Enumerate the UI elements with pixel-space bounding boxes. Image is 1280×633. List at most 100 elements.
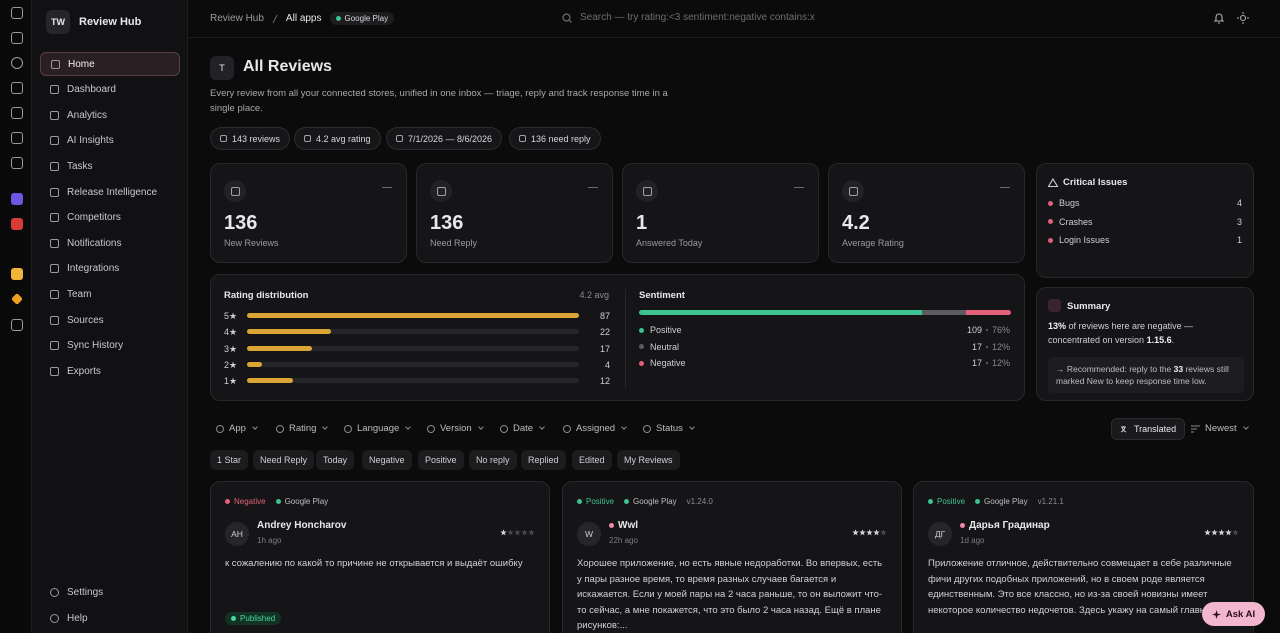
issue-row[interactable]: Login Issues 1 bbox=[1048, 235, 1242, 245]
app-icon[interactable] bbox=[11, 193, 23, 205]
nav-item[interactable]: Integrations bbox=[40, 257, 180, 281]
issue-left: Bugs bbox=[1048, 198, 1080, 208]
theme-icon[interactable] bbox=[1237, 12, 1249, 24]
stat-icon bbox=[636, 180, 658, 202]
nav-item[interactable]: Exports bbox=[40, 359, 180, 383]
review-meta: Positive Google Play v1.21.1 bbox=[928, 497, 1064, 506]
rating-track bbox=[247, 361, 579, 367]
nav-item[interactable]: Help bbox=[40, 606, 180, 630]
translated-toggle[interactable]: Translated bbox=[1111, 418, 1186, 440]
sentiment-tag: Positive bbox=[928, 497, 965, 506]
filter[interactable]: App bbox=[216, 423, 258, 434]
filter[interactable]: Rating bbox=[276, 423, 329, 434]
page-title: All Reviews bbox=[243, 58, 332, 75]
rail-icon[interactable] bbox=[11, 319, 23, 331]
sentiment-dot bbox=[225, 499, 230, 504]
rail-icon[interactable] bbox=[11, 132, 23, 144]
chip[interactable]: 136 need reply bbox=[509, 127, 601, 150]
sort[interactable]: Newest bbox=[1191, 423, 1249, 434]
ask-ai-button[interactable]: Ask AI bbox=[1202, 602, 1265, 626]
rail-icon[interactable] bbox=[11, 82, 23, 94]
chip-label: 7/1/2026 — 8/6/2026 bbox=[408, 133, 493, 144]
author-name: Дарья Градинар bbox=[969, 520, 1050, 531]
sentiment-name: Positive bbox=[586, 497, 615, 506]
sentiment-segment bbox=[921, 310, 967, 315]
nav-item[interactable]: Settings bbox=[40, 580, 180, 604]
app-icon[interactable] bbox=[11, 293, 23, 305]
nav-item[interactable]: Sources bbox=[40, 308, 180, 332]
stat-menu[interactable] bbox=[382, 187, 392, 188]
filter[interactable]: Language bbox=[344, 423, 412, 434]
sentiment-name: Negative bbox=[234, 497, 266, 506]
rail-icon[interactable] bbox=[11, 157, 23, 169]
filter[interactable]: Assigned bbox=[563, 423, 627, 434]
store-name: Google Play bbox=[633, 497, 677, 506]
chevron bbox=[621, 424, 627, 430]
nav-item[interactable]: Competitors bbox=[40, 206, 180, 230]
chip[interactable]: 143 reviews bbox=[210, 127, 291, 150]
review-card[interactable]: Positive Google Play v1.21.1 ДГ Дарья Градин… bbox=[913, 481, 1254, 633]
rail-icon[interactable] bbox=[11, 107, 23, 119]
stat-menu[interactable] bbox=[794, 187, 804, 188]
filter[interactable]: Status bbox=[643, 423, 695, 434]
nav-item[interactable]: Tasks bbox=[40, 154, 180, 178]
nav-item[interactable]: Sync History bbox=[40, 334, 180, 358]
app-icon[interactable] bbox=[11, 268, 23, 280]
filter-icon bbox=[563, 424, 571, 433]
summary-bold: 33 bbox=[1173, 364, 1184, 374]
stat-menu[interactable] bbox=[588, 187, 598, 188]
review-meta: Positive Google Play v1.24.0 bbox=[577, 497, 713, 506]
rail-icon[interactable] bbox=[11, 32, 23, 44]
chevron bbox=[252, 424, 258, 430]
stat-label: Answered Today bbox=[636, 238, 703, 248]
quick-filter[interactable]: Need Reply bbox=[253, 450, 315, 470]
filter-label: Version bbox=[440, 423, 472, 434]
rating-label: 2★ bbox=[224, 359, 238, 370]
review-card[interactable]: Negative Google Play AH Andrey Honcharov 1h … bbox=[210, 481, 550, 633]
quick-filter[interactable]: Positive bbox=[418, 450, 464, 470]
chip[interactable]: 7/1/2026 — 8/6/2026 bbox=[386, 127, 503, 150]
avatar: ДГ bbox=[928, 522, 952, 546]
rail-icon[interactable] bbox=[11, 57, 23, 69]
nav-item[interactable]: Team bbox=[40, 282, 180, 306]
bell-icon[interactable] bbox=[1213, 12, 1225, 24]
chip[interactable]: 4.2 avg rating bbox=[294, 127, 381, 150]
quick-filter[interactable]: Today bbox=[316, 450, 355, 470]
nav-item[interactable]: Dashboard bbox=[40, 78, 180, 102]
filter[interactable]: Version bbox=[427, 423, 484, 434]
filter[interactable]: Date bbox=[500, 423, 545, 434]
nav-item[interactable]: AI Insights bbox=[40, 129, 180, 153]
quick-filter[interactable]: No reply bbox=[469, 450, 517, 470]
stat-card: 1 Answered Today bbox=[622, 163, 819, 263]
quick-filter[interactable]: 1 Star bbox=[210, 450, 249, 470]
issue-dot bbox=[1048, 219, 1053, 224]
nav-icon bbox=[50, 341, 59, 351]
sentiment-count: 17 bbox=[971, 341, 982, 352]
rating-label: 4★ bbox=[224, 327, 238, 338]
review-card[interactable]: Positive Google Play v1.24.0 W Wwl 22h ago Хор… bbox=[562, 481, 902, 633]
crumb[interactable]: Review Hub bbox=[210, 13, 264, 24]
nav-label: Help bbox=[67, 612, 88, 624]
nav-item[interactable]: Analytics bbox=[40, 103, 180, 127]
rating-bar bbox=[247, 329, 331, 335]
issue-row[interactable]: Bugs 4 bbox=[1048, 198, 1242, 208]
quick-filter[interactable]: Negative bbox=[362, 450, 412, 470]
quick-filter[interactable]: Replied bbox=[521, 450, 566, 470]
rail-icon[interactable] bbox=[11, 7, 23, 19]
crumb[interactable]: All apps bbox=[285, 13, 322, 24]
stat-menu[interactable] bbox=[1000, 187, 1010, 188]
star bbox=[852, 529, 859, 536]
nav-item[interactable]: Home bbox=[40, 52, 180, 76]
nav-item[interactable]: Release Intelligence bbox=[40, 180, 180, 204]
issue-row[interactable]: Crashes 3 bbox=[1048, 217, 1242, 227]
sentiment-row: Neutral bbox=[639, 342, 679, 352]
app-icon[interactable] bbox=[11, 218, 23, 230]
nav-item[interactable]: Notifications bbox=[40, 231, 180, 255]
sentiment-percent: 12% bbox=[991, 341, 1010, 352]
search[interactable]: Search — try rating:<3 sentiment:negativ… bbox=[562, 12, 815, 23]
quick-filter[interactable]: My Reviews bbox=[617, 450, 680, 470]
review-time: 1d ago bbox=[960, 536, 985, 545]
sort-icon bbox=[1191, 425, 1200, 432]
nav-icon bbox=[50, 587, 59, 597]
quick-filter[interactable]: Edited bbox=[572, 450, 612, 470]
